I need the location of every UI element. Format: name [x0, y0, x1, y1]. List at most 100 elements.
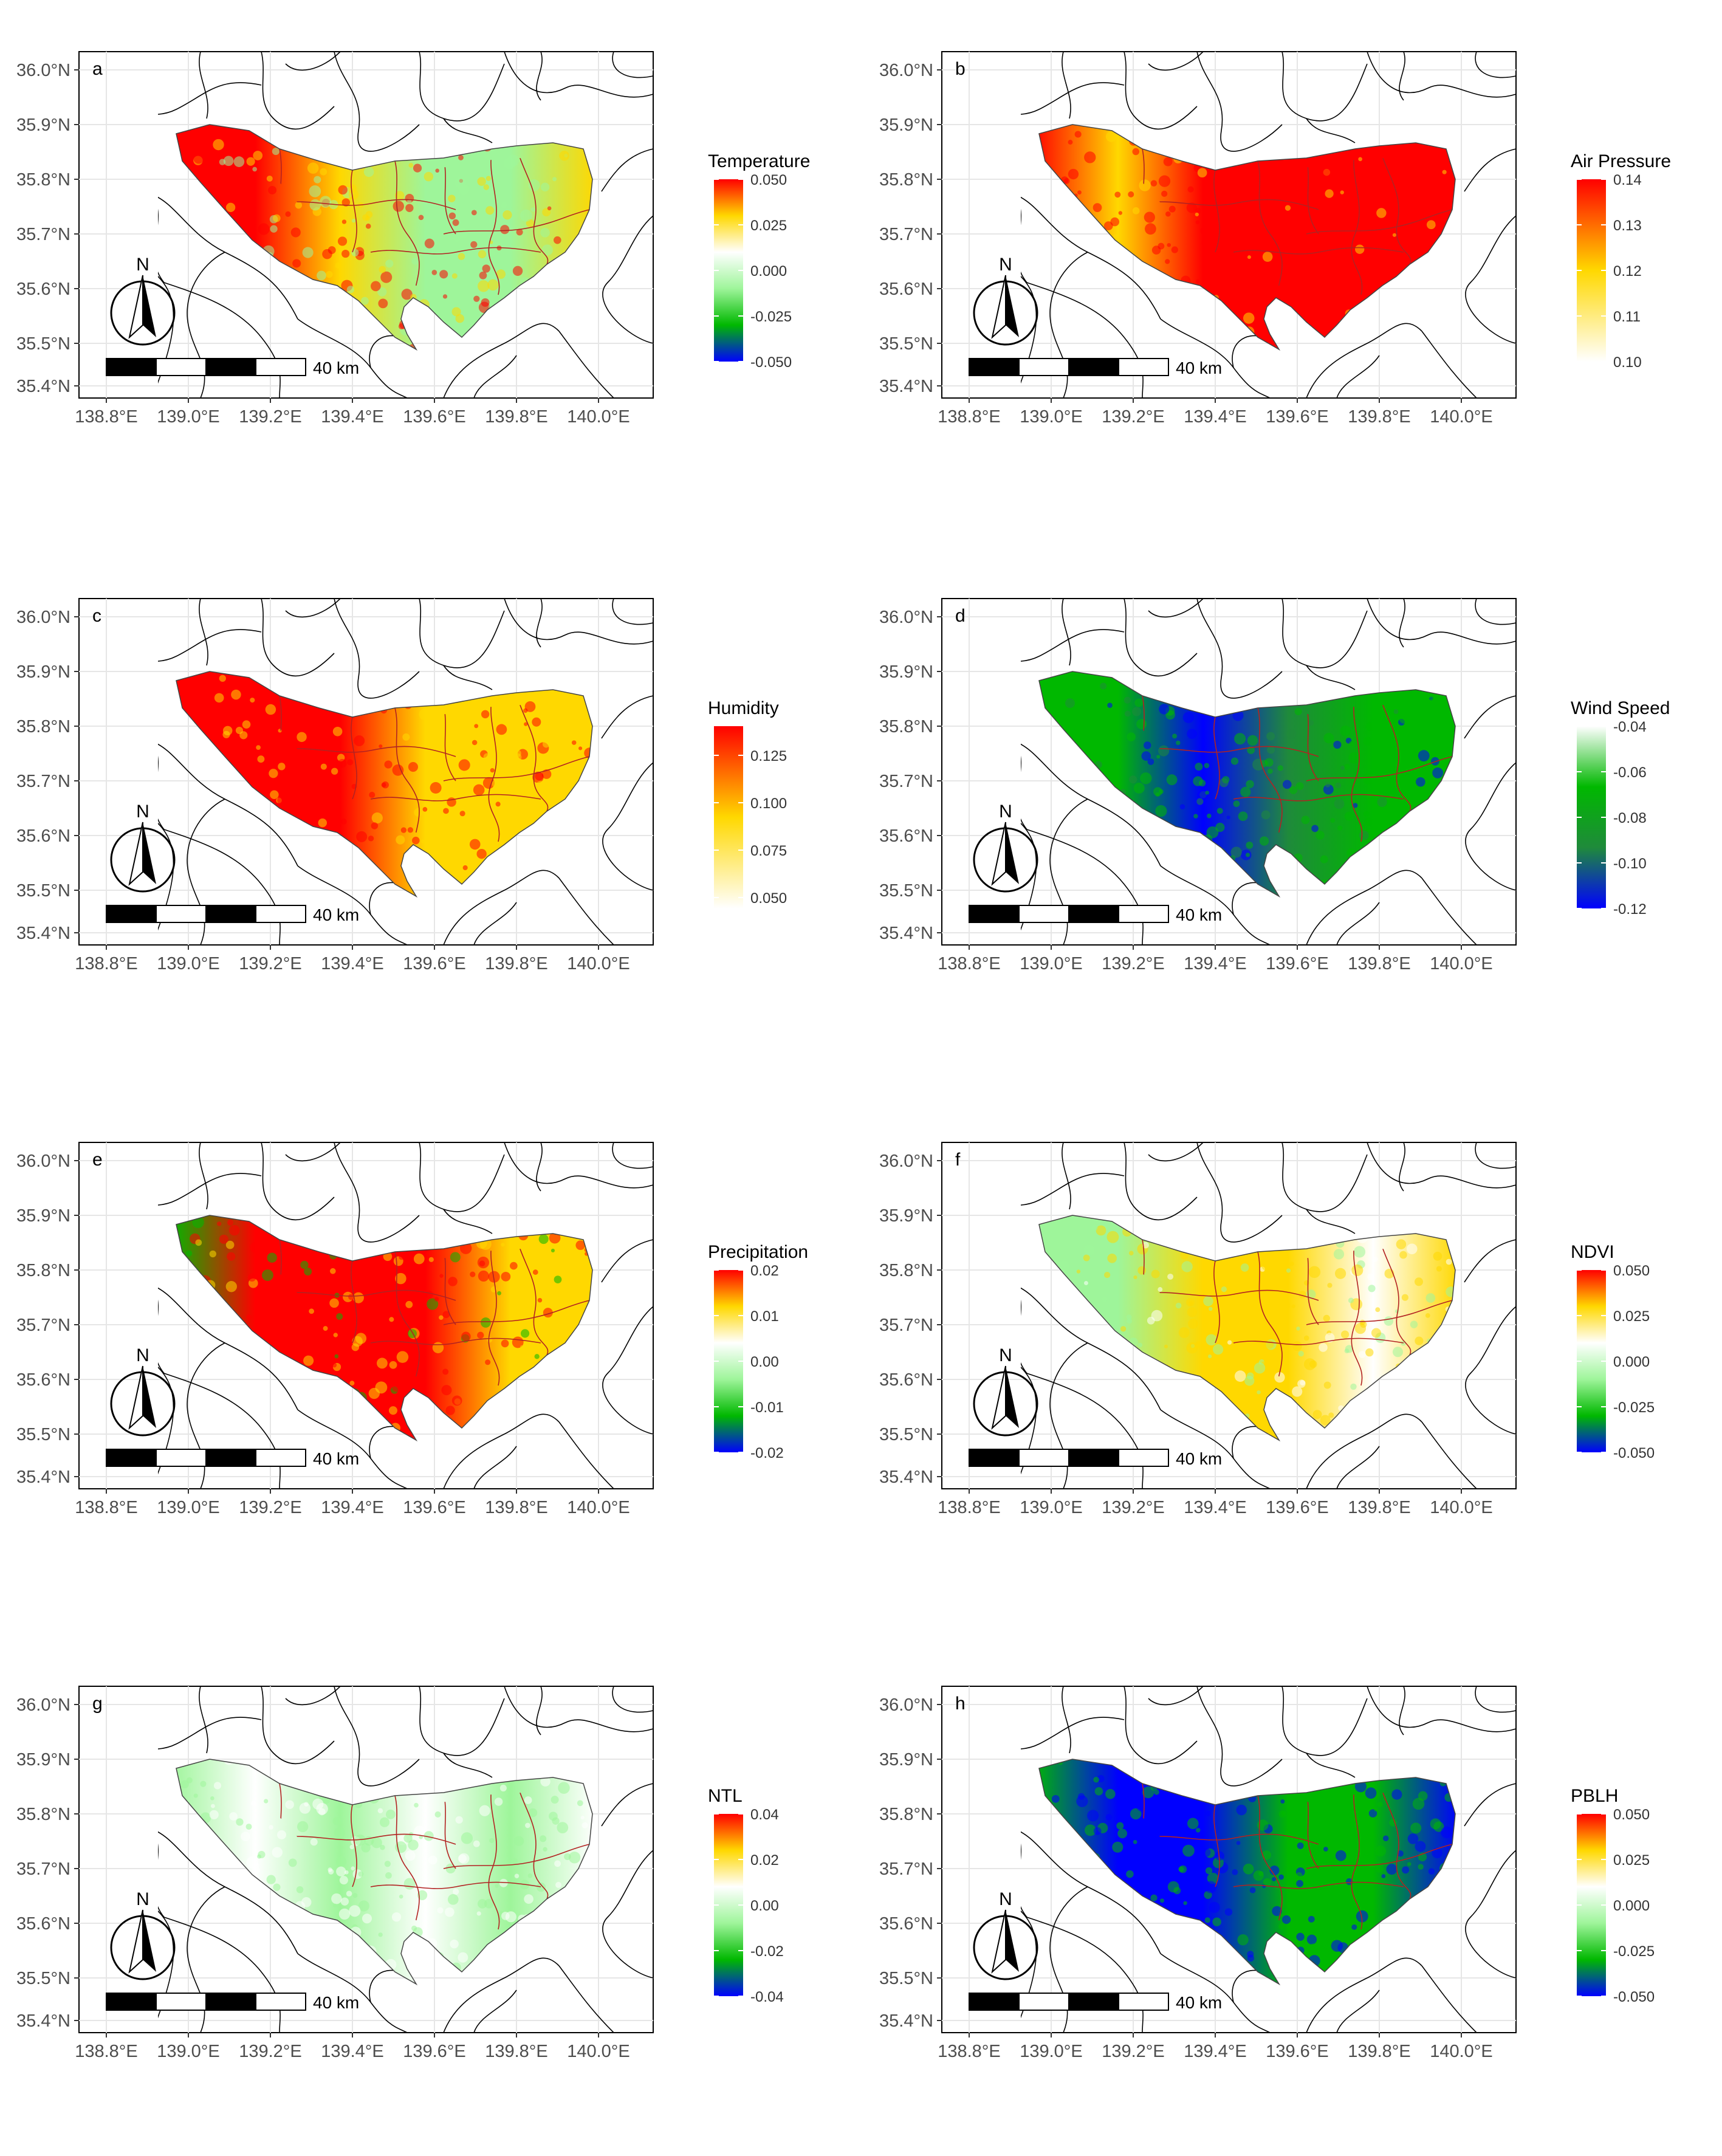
legend-tick-label: 0.075: [750, 843, 787, 859]
legend-tick-label: -0.025: [1613, 1399, 1655, 1416]
panel-c-scale-label: 40 km: [313, 905, 359, 924]
lon-tick-label: 138.8°E: [75, 954, 138, 973]
legend-tick-label: 0.02: [750, 1852, 779, 1869]
legend-tick-label: 0.050: [1613, 1263, 1650, 1279]
panel-e-north-arrow-icon: N: [110, 1345, 176, 1437]
lat-tick-label: 35.7°N: [16, 1316, 70, 1335]
lon-tick-label: 139.4°E: [1184, 2042, 1247, 2061]
panel-f-north-arrow-icon: N: [973, 1345, 1038, 1437]
panel-f-letter: f: [955, 1150, 961, 1170]
lat-tick-label: 35.4°N: [16, 1468, 70, 1487]
panel-h-scale-label: 40 km: [1176, 1993, 1222, 2012]
panel-e-lon-ticks: 138.8°E 139.0°E 139.2°E 139.4°E 139.6°E 139.8…: [75, 1489, 630, 1517]
lat-tick-label: 35.4°N: [16, 2011, 70, 2031]
lat-tick-label: 35.8°N: [879, 1805, 933, 1824]
panel-b-scale-label: 40 km: [1176, 359, 1222, 377]
panel-a: a N 40 km 36.0°N 35.9°N 35.8°N 35.7°N 35.6°N 35.…: [16, 51, 810, 427]
panel-c-legend: Humidity 0.125 0.100 0.075 0.050: [708, 698, 787, 908]
lat-tick-label: 35.8°N: [879, 1261, 933, 1280]
panel-c-legend-title: Humidity: [708, 698, 779, 718]
lon-tick-label: 138.8°E: [938, 407, 1001, 427]
lat-tick-label: 35.7°N: [16, 225, 70, 244]
legend-tick-label: 0.00: [750, 1354, 779, 1370]
lon-tick-label: 139.6°E: [403, 2042, 466, 2061]
panel-g-lat-ticks: 36.0°N 35.9°N 35.8°N 35.7°N 35.6°N 35.5°N 35.4…: [16, 1695, 79, 2031]
lat-tick-label: 35.4°N: [879, 377, 933, 396]
lon-tick-label: 139.6°E: [403, 1498, 466, 1517]
legend-tick-label: 0.11: [1613, 309, 1641, 325]
legend-tick-label: 0.000: [1613, 1898, 1650, 1914]
panel-h-scale-bar: 40 km: [969, 1993, 1222, 2012]
lon-tick-label: 139.4°E: [321, 1498, 384, 1517]
legend-tick-label: 0.050: [750, 890, 787, 907]
legend-tick-label: -0.01: [750, 1399, 784, 1416]
legend-tick-label: -0.12: [1613, 901, 1647, 918]
panel-a-lat-ticks: 36.0°N 35.9°N 35.8°N 35.7°N 35.6°N 35.5°N 35.4…: [16, 61, 79, 396]
lon-tick-label: 139.8°E: [485, 954, 548, 973]
lon-tick-label: 139.4°E: [321, 2042, 384, 2061]
lat-tick-label: 35.9°N: [879, 662, 933, 682]
panel-d-legend-title: Wind Speed: [1571, 698, 1670, 718]
lon-tick-label: 139.6°E: [1266, 1498, 1329, 1517]
panel-g-north-label: N: [136, 1889, 149, 1909]
lon-tick-label: 139.2°E: [239, 954, 302, 973]
lon-tick-label: 139.2°E: [239, 2042, 302, 2061]
legend-tick-label: 0.12: [1613, 263, 1642, 280]
lat-tick-label: 35.5°N: [16, 881, 70, 901]
panel-a-ward-boundaries: [279, 145, 590, 298]
panel-b-north-arrow-icon: N: [973, 255, 1038, 346]
panel-h-north-label: N: [999, 1889, 1012, 1909]
legend-tick-label: -0.04: [750, 1989, 784, 2005]
lat-tick-label: 35.5°N: [879, 1969, 933, 1988]
legend-tick-label: 0.000: [1613, 1354, 1650, 1370]
panel-e-scale-label: 40 km: [313, 1449, 359, 1468]
panel-h-legend-title: PBLH: [1571, 1786, 1618, 1806]
lon-tick-label: 139.0°E: [1020, 2042, 1083, 2061]
panel-g: g N 40 km 36.0°N 35.9°N 35.8°N 35.7°N 35.6°N 35.…: [16, 1686, 784, 2061]
lon-tick-label: 139.2°E: [1102, 2042, 1165, 2061]
lon-tick-label: 139.8°E: [1348, 954, 1411, 973]
lon-tick-label: 140.0°E: [567, 1498, 630, 1517]
lon-tick-label: 139.0°E: [1020, 954, 1083, 973]
lat-tick-label: 35.6°N: [879, 826, 933, 846]
panel-f-lat-ticks: 36.0°N 35.9°N 35.8°N 35.7°N 35.6°N 35.5°N 35.4…: [879, 1152, 942, 1487]
legend-tick-label: 0.13: [1613, 218, 1642, 234]
lat-tick-label: 36.0°N: [16, 1695, 70, 1715]
lat-tick-label: 35.5°N: [879, 881, 933, 901]
lon-tick-label: 139.0°E: [157, 954, 220, 973]
legend-tick-label: 0.14: [1613, 172, 1642, 188]
lon-tick-label: 139.8°E: [1348, 1498, 1411, 1517]
panel-a-region-outline: [176, 124, 593, 351]
panel-a-letter: a: [92, 59, 103, 79]
legend-tick-label: 0.00: [750, 1898, 779, 1914]
panel-c-ward-boundaries: [279, 692, 590, 845]
lon-tick-label: 139.0°E: [1020, 1498, 1083, 1517]
lat-tick-label: 35.4°N: [879, 1468, 933, 1487]
legend-tick-label: 0.025: [1613, 1308, 1650, 1325]
panel-f: f N 40 km 36.0°N 35.9°N 35.8°N 35.7°N 35.6°N 35.…: [879, 1142, 1655, 1517]
panel-b-north-label: N: [999, 255, 1012, 275]
panel-f-legend-title: NDVI: [1571, 1242, 1614, 1262]
lat-tick-label: 35.7°N: [879, 1859, 933, 1879]
panel-g-region-outline: [176, 1759, 593, 1986]
panel-e-letter: e: [92, 1150, 103, 1170]
lat-tick-label: 36.0°N: [879, 1152, 933, 1171]
lon-tick-label: 139.0°E: [1020, 407, 1083, 427]
legend-tick-label: 0.125: [750, 748, 787, 764]
lat-tick-label: 35.8°N: [879, 717, 933, 736]
lat-tick-label: 35.5°N: [879, 1425, 933, 1444]
lat-tick-label: 35.6°N: [16, 826, 70, 846]
panel-g-letter: g: [92, 1694, 103, 1714]
lon-tick-label: 139.0°E: [157, 407, 220, 427]
legend-tick-label: -0.02: [750, 1445, 784, 1461]
panel-h-letter: h: [955, 1694, 966, 1714]
panel-a-north-arrow-icon: N: [110, 255, 176, 346]
panel-d-region-outline: [1038, 671, 1456, 898]
panel-e-region-outline: [176, 1215, 593, 1442]
panel-d-scale-label: 40 km: [1176, 905, 1222, 924]
panel-h: h N 40 km 36.0°N 35.9°N 35.8°N 35.7°N 35.6°N 35.…: [879, 1686, 1655, 2061]
panel-e-lat-ticks: 36.0°N 35.9°N 35.8°N 35.7°N 35.6°N 35.5°N 35.4…: [16, 1152, 79, 1487]
lat-tick-label: 35.7°N: [879, 225, 933, 244]
